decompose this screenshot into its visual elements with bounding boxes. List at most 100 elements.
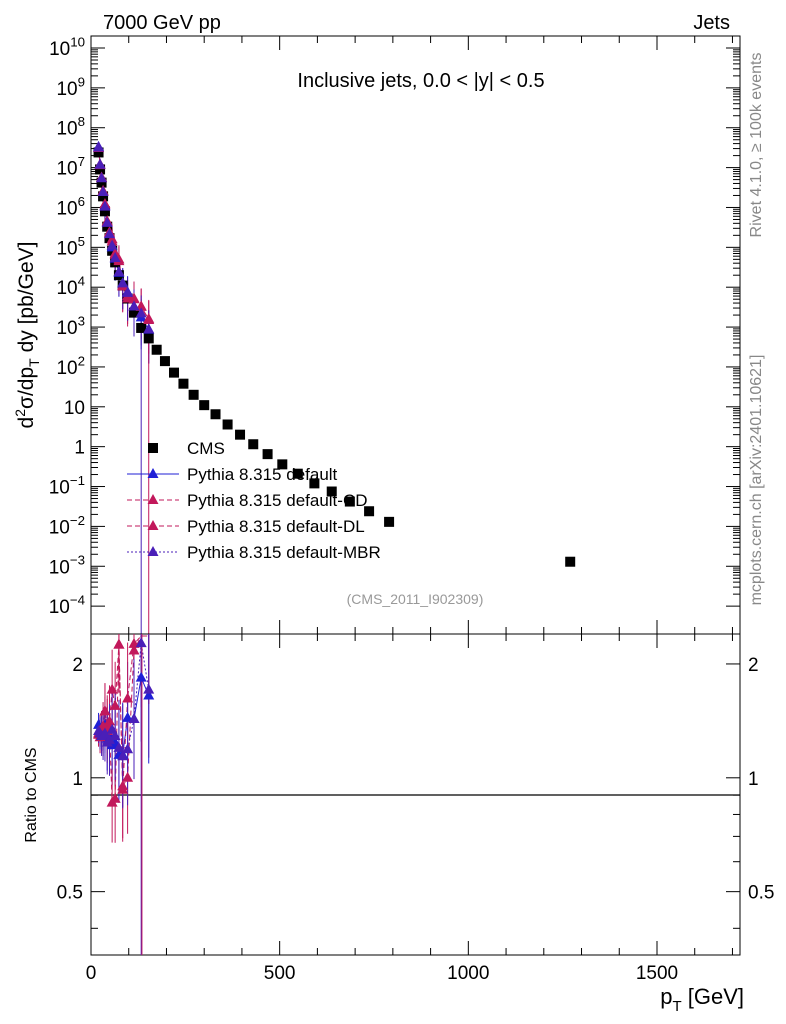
mc-data-point — [135, 300, 147, 311]
cms-data-point — [143, 333, 154, 344]
y-tick-label: 102 — [56, 353, 85, 379]
ratio-data-points — [93, 637, 155, 807]
cms-data-point — [129, 307, 140, 318]
cms-data-point — [262, 449, 273, 460]
mc-data-point — [117, 277, 129, 288]
legend-label: Pythia 8.315 default-MBR — [187, 543, 381, 562]
legend-marker — [147, 546, 159, 556]
legend-label: CMS — [187, 439, 225, 458]
cms-data-point — [169, 367, 180, 378]
ratio-data-point — [122, 743, 134, 754]
x-tick-label: 1500 — [636, 963, 678, 984]
y-tick-label: 103 — [56, 314, 85, 340]
cms-data-point — [344, 496, 355, 507]
ratio-data-point — [122, 692, 134, 703]
cms-data-point — [159, 356, 170, 367]
x-axis-label-text: pT [GeV] — [660, 984, 744, 1015]
ratio-data-point — [109, 729, 121, 740]
cms-data-point — [326, 486, 337, 497]
mc-data-point — [103, 228, 115, 239]
plot-title: Inclusive jets, 0.0 < |y| < 0.5 — [297, 70, 544, 92]
ratio-data-point — [113, 741, 125, 752]
ratio-data-point — [122, 771, 134, 782]
x-axis-label: pT [GeV] — [660, 984, 744, 1015]
ratio-y-tick-label: 1 — [72, 769, 83, 790]
mc-data-point — [122, 286, 134, 297]
x-tick-label: 1000 — [447, 963, 489, 984]
ratio-data-point — [143, 683, 155, 694]
mc-data-point — [106, 233, 118, 244]
ratio-data-point — [143, 689, 155, 700]
mc-data-point — [143, 323, 155, 334]
mcplots-label: mcplots.cern.ch [arXiv:2401.10621] — [748, 355, 765, 606]
ratio-plot-panel: 2 2 1 1 0.5 0.5 0 500 1000 1500 Ratio to CMS pT [… — [23, 633, 774, 1015]
y-axis-label: d2σ/dpT dy [pb/GeV] — [12, 242, 42, 429]
legend-marker — [147, 468, 159, 478]
ratio-y-tick-label: 0.5 — [57, 883, 83, 904]
cms-data-point — [188, 389, 199, 400]
mc-data-point — [96, 172, 108, 183]
cms-data-point — [93, 147, 104, 158]
rivet-label: Rivet 4.1.0, ≥ 100k events — [748, 53, 765, 238]
cms-data-point — [136, 322, 147, 333]
ratio-data-point — [117, 750, 129, 761]
mc-data-point — [128, 292, 140, 303]
legend-label: Pythia 8.315 default-CD — [187, 491, 368, 510]
y-tick-label: 104 — [56, 274, 85, 300]
cms-data-point — [99, 206, 110, 217]
mc-data-point — [128, 300, 140, 311]
ratio-data-point — [128, 644, 140, 655]
ratio-y-tick-label-right: 1 — [748, 769, 759, 790]
mc-data-point — [97, 185, 109, 196]
ratio-y-tick-label-right: 2 — [748, 655, 759, 676]
header-right: Jets — [693, 12, 730, 34]
y-axis-label-text: d2σ/dpT dy [pb/GeV] — [12, 242, 42, 429]
ratio-y-tick-label-right: 0.5 — [748, 883, 774, 904]
x-tick-label: 500 — [264, 963, 296, 984]
cms-data-point — [95, 164, 106, 175]
y-tick-label: 107 — [56, 154, 85, 180]
cms-data-point — [235, 429, 246, 440]
legend-label: Pythia 8.315 default — [187, 465, 338, 484]
cms-data-point — [277, 459, 288, 470]
y-tick-label: 106 — [56, 194, 85, 220]
ratio-data-point — [122, 711, 134, 722]
mc-data-point — [113, 266, 125, 277]
ratio-data-point — [99, 705, 111, 716]
ratio-data-point — [109, 792, 121, 803]
y-tick-label: 1010 — [49, 34, 85, 60]
cms-data-point — [384, 516, 395, 527]
y-tick-label: 1 — [74, 438, 85, 459]
ratio-data-point — [128, 713, 140, 724]
main-data-points — [93, 140, 576, 567]
cms-data-point — [178, 378, 189, 389]
cms-data-point — [210, 409, 221, 420]
cms-data-point — [309, 478, 320, 489]
mc-data-point — [106, 239, 118, 250]
header-left: 7000 GeV pp — [103, 12, 221, 34]
ratio-data-point — [106, 683, 118, 694]
mc-data-point — [99, 200, 111, 211]
cms-data-point — [292, 468, 303, 479]
legend-marker — [147, 494, 159, 504]
ratio-tick-layer: 2 2 1 1 0.5 0.5 0 500 1000 1500 — [57, 634, 774, 984]
y-tick-label: 10−2 — [49, 513, 85, 539]
ratio-data-point — [103, 715, 115, 726]
mc-data-point — [93, 141, 105, 152]
ratio-y-label: Ratio to CMS — [23, 747, 40, 842]
y-tick-label: 108 — [56, 114, 85, 140]
ratio-y-tick-label: 2 — [72, 655, 83, 676]
main-plot-panel: 101010910810710610510410310210110−110−21… — [12, 34, 741, 635]
ratio-data-point — [109, 699, 121, 710]
ratio-data-point — [99, 727, 111, 738]
cms-data-point — [199, 400, 210, 411]
ratio-data-point — [135, 671, 147, 682]
mc-data-point — [94, 158, 106, 169]
mc-data-point — [109, 252, 121, 263]
cms-data-point — [151, 344, 162, 355]
cms-data-point — [565, 556, 576, 567]
legend-marker — [147, 520, 159, 530]
mc-data-point — [143, 312, 155, 323]
x-tick-label: 0 — [86, 963, 97, 984]
